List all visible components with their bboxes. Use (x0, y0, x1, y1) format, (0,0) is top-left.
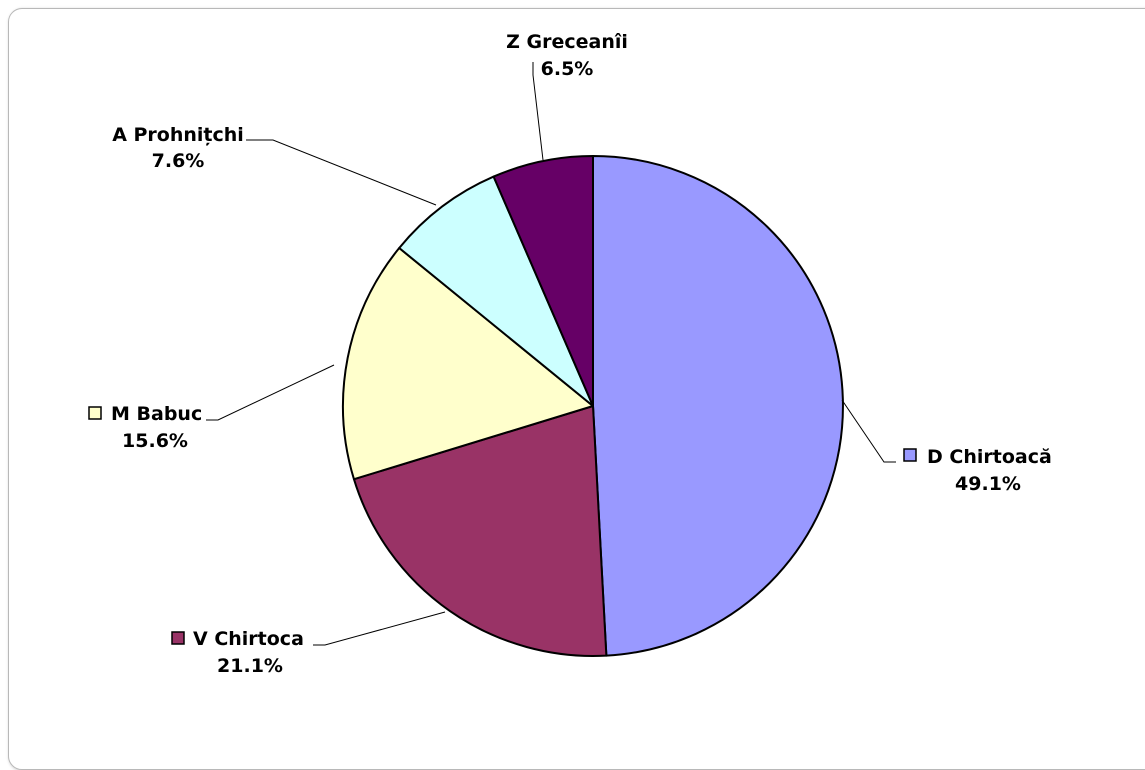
slice-percent-a-prohnitchi: 7.6% (152, 150, 205, 172)
leader-line-z-greceanii (532, 62, 544, 161)
leader-line-v-chirtoca (313, 611, 446, 646)
pie-slice-a-prohnitchi (398, 175, 594, 407)
leader-line-a-prohnitchi (246, 139, 437, 206)
slice-label-d-chirtoaca: D Chirtoacă (927, 446, 1052, 468)
pie-slice-v-chirtoca (352, 405, 608, 657)
slice-label-z-greceanii: Z Greceanîi (506, 31, 628, 53)
slice-percent-z-greceanii: 6.5% (541, 58, 594, 80)
legend-key-m-babuc (88, 406, 102, 420)
pie-slice-d-chirtoaca (592, 155, 844, 657)
slice-label-m-babuc: M Babuc (111, 403, 202, 425)
data-labels: D Chirtoacă 49.1% V Chirtoca 21.1% M Babuc 15… (88, 31, 1052, 677)
legend-key-v-chirtoca (171, 631, 185, 645)
pie-slice-z-greceanii (492, 155, 594, 407)
slice-percent-d-chirtoaca: 49.1% (955, 473, 1021, 495)
pie-slice-m-babuc (342, 247, 594, 481)
leader-lines (206, 62, 896, 646)
pie-slices (342, 155, 844, 657)
slice-percent-v-chirtoca: 21.1% (217, 655, 283, 677)
slice-label-v-chirtoca: V Chirtoca (193, 628, 304, 650)
legend-key-d-chirtoaca (903, 448, 917, 462)
leader-line-d-chirtoaca (841, 399, 896, 463)
slice-percent-m-babuc: 15.6% (122, 430, 188, 452)
slice-label-a-prohnitchi: A Prohnițchi (112, 124, 244, 146)
pie-chart: D Chirtoacă 49.1% V Chirtoca 21.1% M Babuc 15… (88, 31, 1052, 677)
leader-line-m-babuc (206, 364, 335, 421)
